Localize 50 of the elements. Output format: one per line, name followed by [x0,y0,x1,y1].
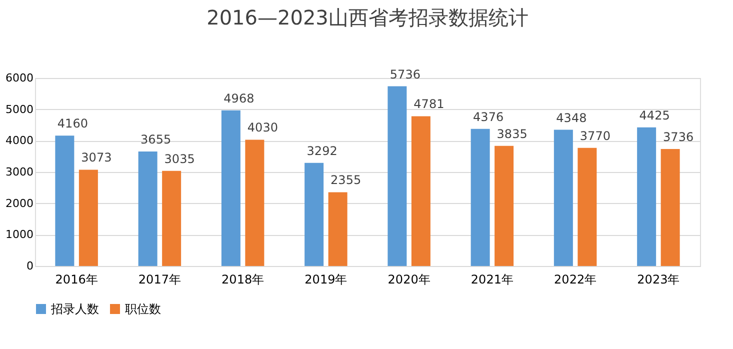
data-label: 3770 [580,128,610,143]
x-tick-label: 2018年 [222,272,264,286]
data-label: 3073 [81,150,112,165]
legend-label: 职位数 [125,302,161,316]
bar [660,148,680,266]
y-tick-label: 0 [26,260,34,272]
bar [388,86,407,266]
bar [470,128,490,266]
data-label: 4348 [556,110,587,125]
bar [637,127,656,266]
data-label: 4030 [247,120,278,135]
x-tick-label: 2022年 [554,272,597,286]
y-tick-label: 6000 [6,72,34,84]
y-tick-label: 2000 [6,196,34,210]
x-tick-label: 2021年 [470,272,514,286]
data-label: 3655 [140,132,172,146]
bar [578,148,597,266]
bar [138,151,158,266]
data-label: 2355 [330,173,362,188]
data-label: 5736 [390,67,420,82]
y-tick-label: 4000 [6,134,34,148]
data-label: 4425 [639,108,670,122]
data-label: 3736 [663,130,694,144]
legend-label: 招录人数 [50,302,99,316]
bar [55,136,74,266]
data-label: 4968 [224,91,254,106]
bar [245,140,264,266]
y-tick-label: 5000 [6,102,34,116]
data-label: 3835 [496,126,528,141]
data-label: 4160 [57,116,88,131]
bar [304,162,324,266]
chart-title: 2016—2023山西省考招录数据统计 [206,5,528,30]
bar [554,130,573,266]
data-label: 3035 [164,152,195,166]
x-tick-label: 2019年 [304,272,348,286]
y-tick-label: 1000 [6,228,34,242]
bar [328,192,348,266]
x-tick-label: 2023年 [637,272,680,286]
bar [221,110,240,266]
data-label: 3292 [306,144,338,158]
x-tick-label: 2017年 [138,272,181,286]
bar [162,170,182,266]
x-tick-label: 2020年 [388,272,430,286]
data-label: 4781 [414,97,444,112]
bar [78,170,98,266]
x-tick-label: 2016年 [55,272,98,286]
y-tick-label: 3000 [6,166,34,178]
bar [494,146,514,266]
bar [411,116,430,266]
data-label: 4376 [473,110,504,124]
